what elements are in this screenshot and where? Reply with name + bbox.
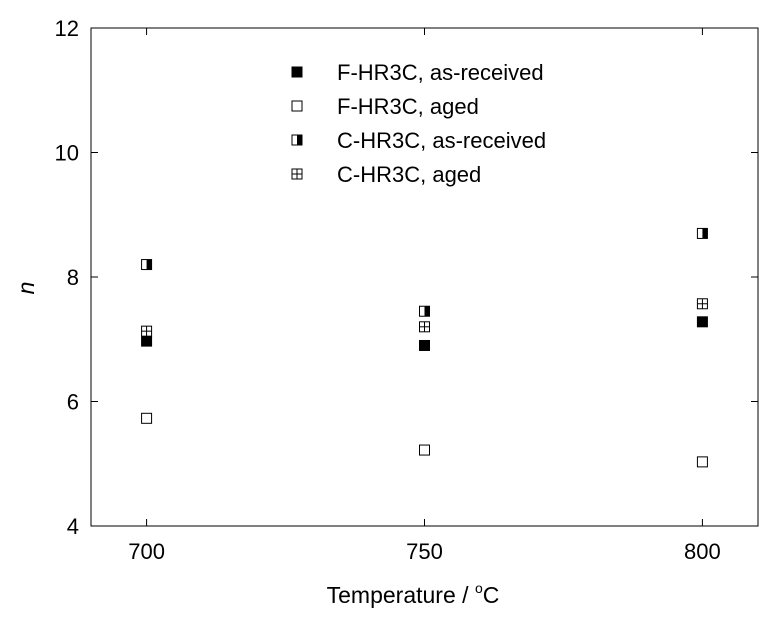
data-points [141,227,708,468]
legend-label: C-HR3C, aged [337,162,481,187]
y-tick-label: 8 [67,265,79,290]
y-tick-label: 10 [55,141,79,166]
data-point [141,335,153,347]
data-point [419,339,430,351]
data-point [141,325,153,337]
legend-label: F-HR3C, aged [337,94,479,119]
x-axis-title: Temperature / oC [327,580,500,608]
x-axis: 700 750 800 [128,28,721,564]
data-point [141,412,153,424]
data-point [141,259,153,271]
data-point [419,444,430,456]
legend-marker [291,134,303,146]
y-axis-title: n [13,282,39,295]
x-tick-label: 800 [684,539,721,564]
x-tick-label: 700 [128,539,165,564]
x-tick-label: 750 [406,539,443,564]
data-point [696,227,708,239]
legend: F-HR3C, as-received F-HR3C, aged C-HR3C, a… [291,60,546,187]
data-point [419,321,430,333]
legend-marker [291,66,303,78]
legend-marker [291,100,303,112]
y-tick-label: 6 [67,390,79,415]
legend-marker [291,168,303,180]
y-tick-label: 12 [55,16,79,41]
y-tick-label: 4 [67,514,79,539]
legend-label: C-HR3C, as-received [337,128,546,153]
data-point [696,298,708,310]
y-axis: 4 6 8 10 12 [55,16,758,539]
data-point [419,305,430,317]
data-point [696,316,708,328]
legend-label: F-HR3C, as-received [337,60,544,85]
data-point [696,456,708,468]
